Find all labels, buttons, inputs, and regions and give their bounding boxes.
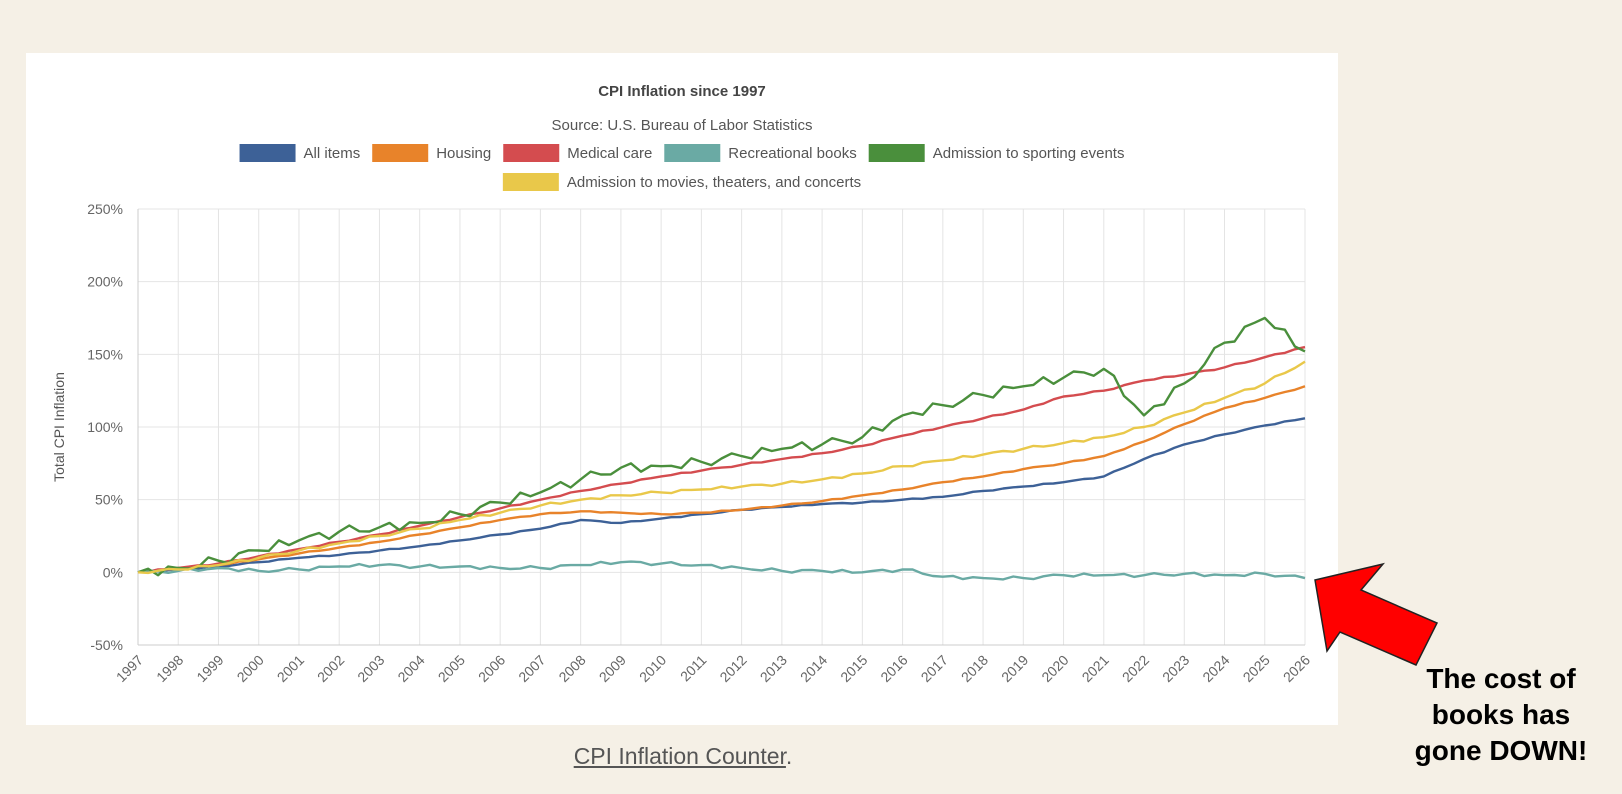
chart-grid [137,208,1306,646]
legend-swatch [664,144,721,162]
books-annotation: The cost of books has gone DOWN! [1390,661,1612,769]
x-tick-label: 1997 [113,652,146,685]
legend-label: Housing [436,145,491,162]
x-tick-label: 2006 [475,652,508,685]
y-axis-label: Total CPI Inflation [51,372,67,482]
x-tick-label: 2020 [1038,652,1071,685]
cpi-inflation-counter-link[interactable]: CPI Inflation Counter [573,743,786,769]
legend-swatch [239,144,296,162]
series-line-1 [137,417,1306,574]
x-axis-ticks: 1997 1998 1999 2000 2001 2002 2003 2004 2005 2006… [113,652,1313,685]
x-tick-label: 1998 [153,652,186,685]
x-tick-label: 2017 [918,652,951,685]
x-tick-label: 2005 [435,652,468,685]
y-tick-label: 50% [95,492,123,508]
series-line-2 [137,385,1306,574]
y-tick-label: 150% [87,346,123,362]
x-tick-label: 2025 [1240,652,1273,685]
x-tick-label: 1999 [193,652,226,685]
x-tick-label: 2007 [515,652,548,685]
legend-label: Admission to sporting events [933,145,1125,162]
legend-swatch [502,173,559,191]
x-tick-label: 2015 [837,652,870,685]
x-tick-label: 2012 [716,652,749,685]
cpi-line-chart: CPI Inflation since 1997 Source: U.S. Bu… [51,83,1313,685]
chart-subtitle: Source: U.S. Bureau of Labor Statistics [552,117,813,134]
y-axis-ticks: -50% 0% 50% 100% 150% 200% 250% [87,201,123,653]
series-line-4 [137,560,1306,581]
x-tick-label: 2013 [757,652,790,685]
x-tick-label: 2014 [797,652,830,685]
x-tick-label: 2011 [677,652,710,685]
x-tick-label: 2002 [314,652,347,685]
x-tick-label: 2000 [234,652,267,685]
legend-swatch [503,144,560,162]
y-tick-label: 250% [87,201,123,217]
y-tick-label: 100% [87,419,123,435]
x-tick-label: 2018 [958,652,991,685]
x-tick-label: 2008 [555,652,588,685]
chart-series [137,316,1306,581]
chart-title: CPI Inflation since 1997 [598,83,766,100]
legend-label: Admission to movies, theaters, and conce… [567,174,861,191]
annotation-line-2: books has [1431,699,1571,730]
x-tick-label: 2023 [1159,652,1192,685]
x-tick-label: 2009 [596,652,629,685]
caption: CPI Inflation Counter. [0,743,1366,770]
x-tick-label: 2016 [877,652,910,685]
legend-label: Medical care [567,145,652,162]
x-tick-label: 2026 [1280,652,1313,685]
legend-swatch [868,144,925,162]
legend-swatch [372,144,429,162]
y-tick-label: 0% [103,564,123,580]
x-tick-label: 2024 [1199,652,1232,685]
y-tick-label: -50% [90,637,123,653]
x-tick-label: 2001 [274,652,307,685]
x-tick-label: 2022 [1119,652,1152,685]
x-tick-label: 2004 [394,652,427,685]
legend-label: Recreational books [728,145,856,162]
x-tick-label: 2019 [998,652,1031,685]
x-tick-label: 2021 [1079,652,1112,685]
x-tick-label: 2010 [636,652,669,685]
legend-label: All items [304,145,361,162]
y-tick-label: 200% [87,274,123,290]
x-tick-label: 2003 [354,652,387,685]
annotation-line-3: gone DOWN! [1414,735,1588,766]
series-line-6 [137,360,1306,575]
caption-period: . [785,743,793,769]
series-line-3 [137,345,1306,574]
series-line-5 [137,316,1306,577]
chart-card: CPI Inflation since 1997 Source: U.S. Bu… [26,53,1338,725]
annotation-line-1: The cost of [1426,663,1576,694]
chart-legend: All items Housing Medical care Recreational… [239,144,1125,191]
